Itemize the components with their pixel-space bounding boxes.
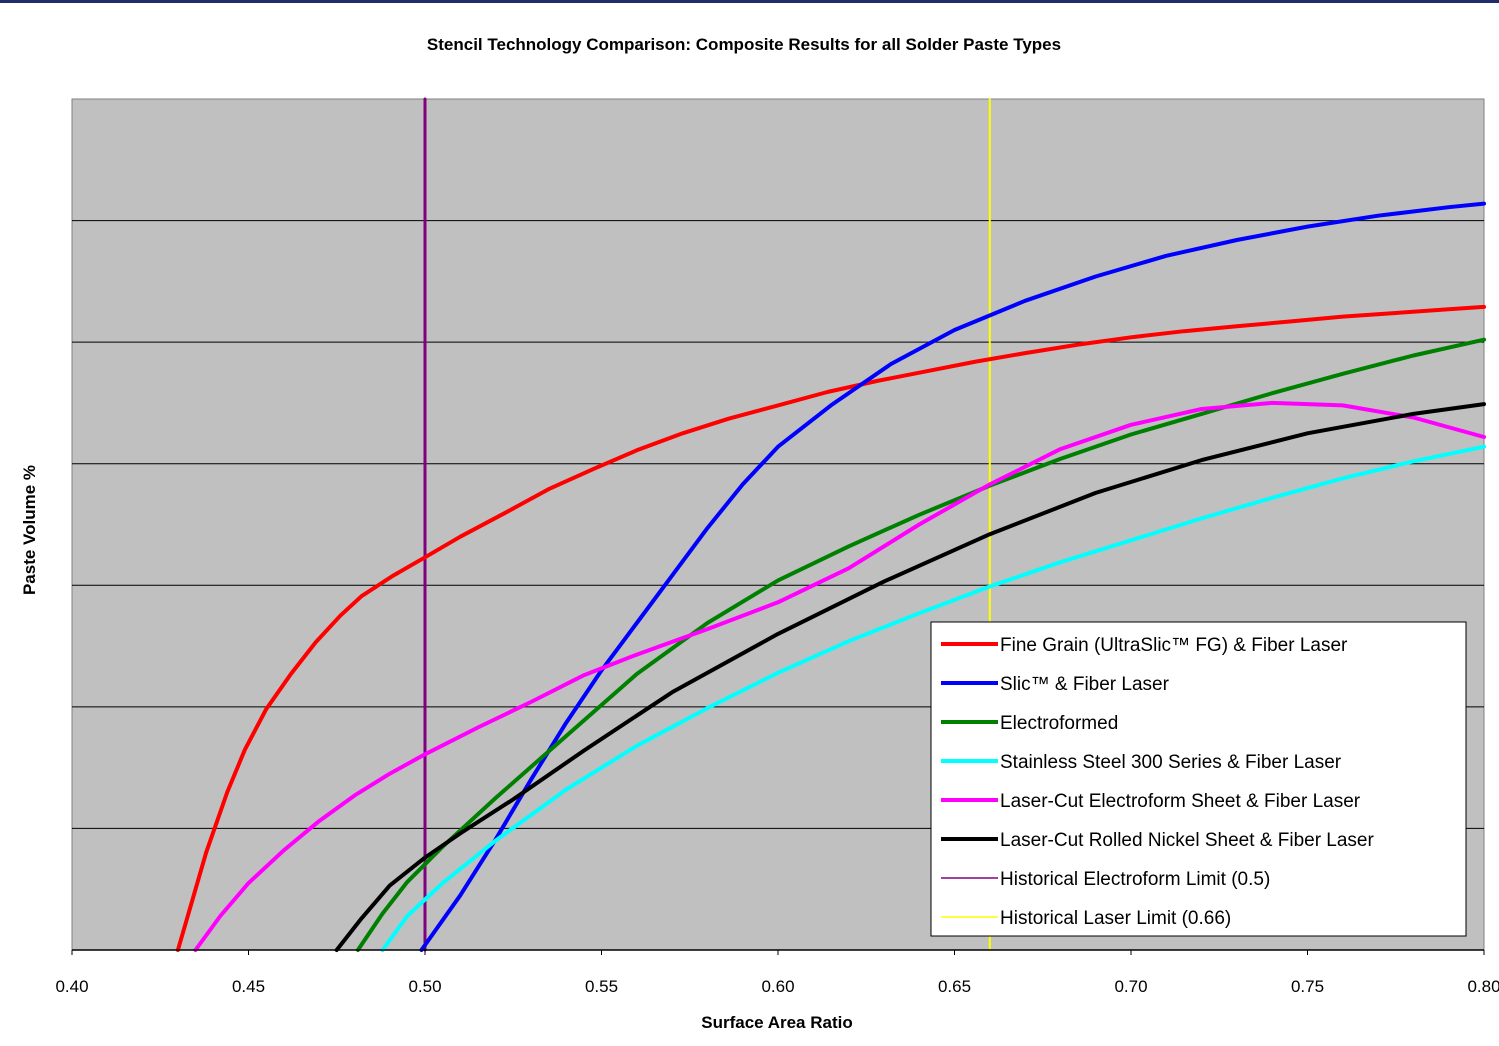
legend: Fine Grain (UltraSlic™ FG) & Fiber Laser… xyxy=(930,621,1467,937)
legend-label: Stainless Steel 300 Series & Fiber Laser xyxy=(1000,752,1342,773)
legend-label: Electroformed xyxy=(1000,713,1118,734)
x-tick-label: 0.40 xyxy=(55,977,88,996)
series-line xyxy=(193,400,1486,952)
x-axis-title: Surface Area Ratio xyxy=(701,1013,852,1032)
y-axis-title: Paste Volume % xyxy=(20,465,39,595)
series-line xyxy=(334,402,1486,952)
x-tick-label: 0.55 xyxy=(585,977,618,996)
series-line xyxy=(380,444,1486,952)
x-tick-label: 0.75 xyxy=(1291,977,1324,996)
legend-label: Fine Grain (UltraSlic™ FG) & Fiber Laser xyxy=(1000,635,1348,656)
legend-box xyxy=(930,621,1467,937)
series-layer xyxy=(175,97,1486,952)
x-tick-labels: 0.40 0.45 0.50 0.55 0.60 0.65 0.70 0.75 0.80 xyxy=(55,950,1499,996)
x-tick-label: 0.45 xyxy=(232,977,265,996)
x-tick-label: 0.70 xyxy=(1114,977,1147,996)
x-tick-label: 0.65 xyxy=(938,977,971,996)
x-tick-label: 0.60 xyxy=(761,977,794,996)
series-line xyxy=(175,304,1486,952)
top-border xyxy=(0,0,1499,3)
x-tick-label: 0.80 xyxy=(1467,977,1499,996)
chart-title: Stencil Technology Comparison: Composite… xyxy=(427,35,1061,54)
legend-label: Laser-Cut Rolled Nickel Sheet & Fiber La… xyxy=(1000,830,1375,851)
legend-label: Slic™ & Fiber Laser xyxy=(1000,674,1170,695)
x-tick-label: 0.50 xyxy=(408,977,441,996)
legend-label: Historical Laser Limit (0.66) xyxy=(1000,908,1231,929)
legend-label: Laser-Cut Electroform Sheet & Fiber Lase… xyxy=(1000,791,1361,812)
legend-items: Fine Grain (UltraSlic™ FG) & Fiber Laser… xyxy=(941,635,1375,929)
legend-label: Historical Electroform Limit (0.5) xyxy=(1000,869,1270,890)
